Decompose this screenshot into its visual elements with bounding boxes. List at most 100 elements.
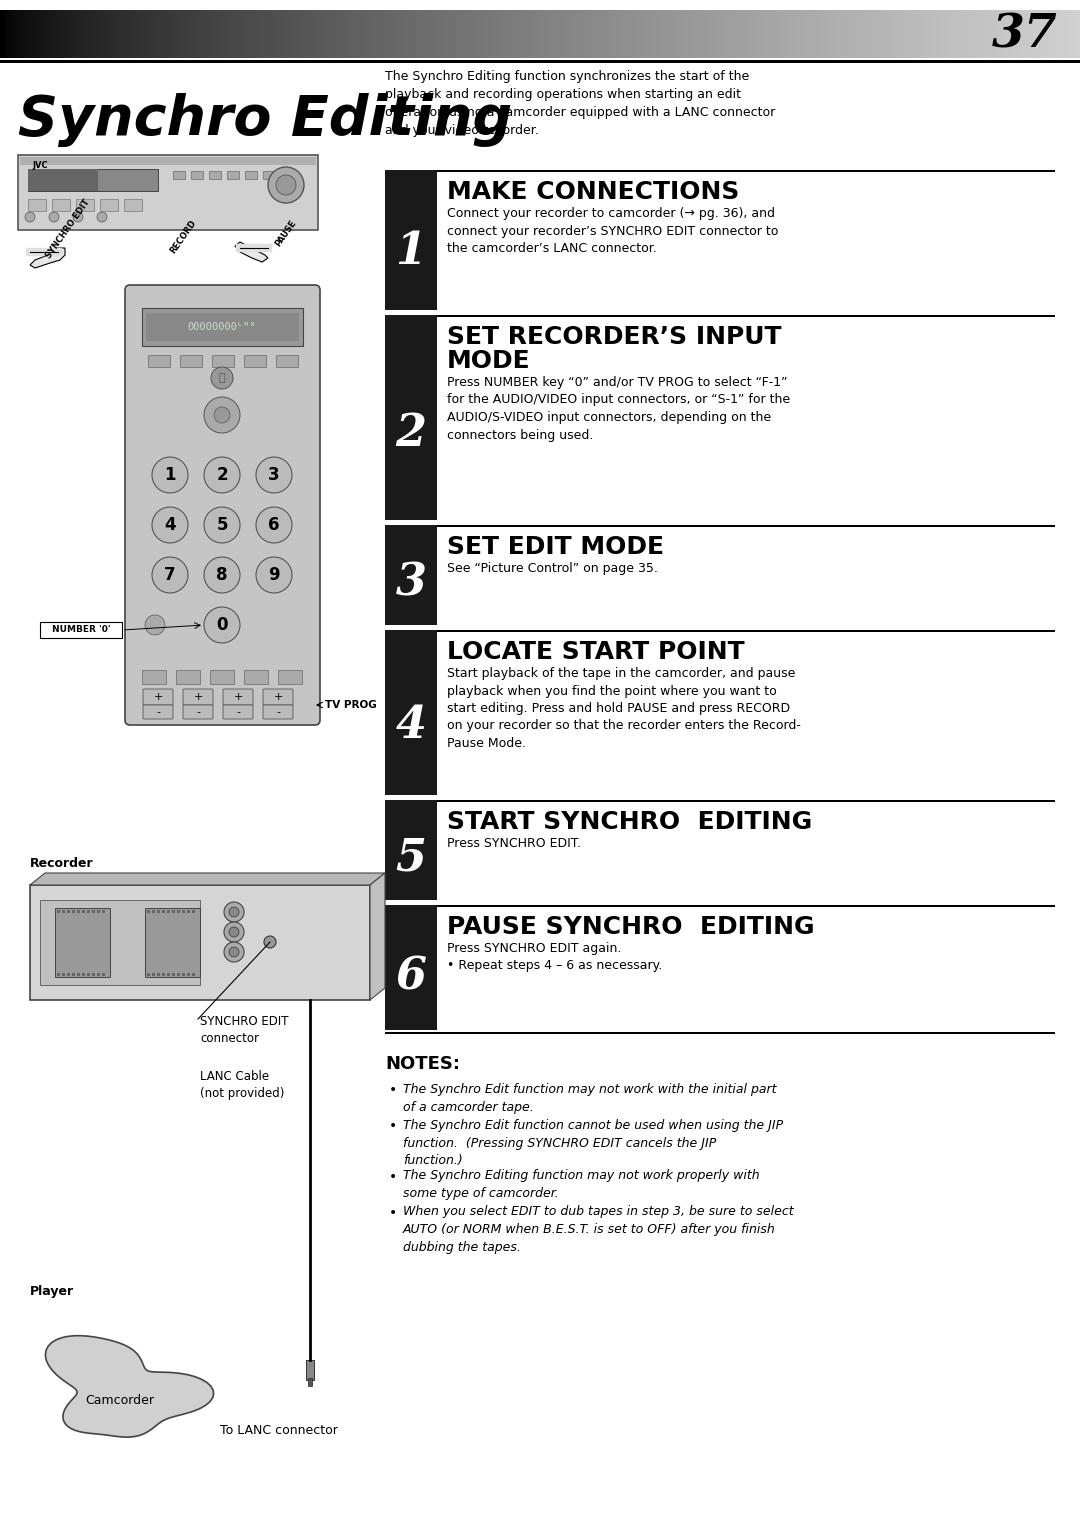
- Text: 7: 7: [164, 566, 176, 584]
- Text: Recorder: Recorder: [30, 858, 94, 870]
- Circle shape: [152, 557, 188, 594]
- Bar: [1018, 11, 1023, 58]
- Bar: [172, 974, 175, 977]
- Bar: [313, 11, 316, 58]
- Bar: [850, 11, 853, 58]
- Circle shape: [224, 922, 244, 942]
- Bar: [1004, 11, 1008, 58]
- Bar: [77, 909, 80, 913]
- Bar: [386, 11, 389, 58]
- Bar: [8, 11, 11, 58]
- Bar: [308, 1378, 312, 1386]
- Bar: [673, 11, 677, 58]
- Bar: [43, 11, 46, 58]
- Bar: [900, 11, 904, 58]
- Bar: [403, 11, 407, 58]
- Bar: [241, 11, 245, 58]
- Text: 3: 3: [268, 465, 280, 484]
- Bar: [152, 909, 156, 913]
- Bar: [1072, 11, 1077, 58]
- Circle shape: [229, 906, 239, 917]
- Text: 4: 4: [395, 703, 427, 748]
- Bar: [119, 11, 122, 58]
- Bar: [821, 11, 824, 58]
- Bar: [270, 11, 273, 58]
- Bar: [975, 11, 980, 58]
- Bar: [824, 11, 828, 58]
- Bar: [349, 11, 353, 58]
- Bar: [518, 11, 522, 58]
- Text: Connect your recorder to camcorder (→ pg. 36), and
connect your recorder’s SYNCH: Connect your recorder to camcorder (→ pg…: [447, 208, 779, 255]
- Bar: [907, 11, 910, 58]
- Bar: [583, 11, 586, 58]
- Bar: [867, 11, 872, 58]
- Bar: [980, 11, 983, 58]
- Bar: [384, 314, 1055, 317]
- Bar: [40, 11, 43, 58]
- Bar: [384, 525, 437, 626]
- Bar: [537, 11, 540, 58]
- Bar: [28, 169, 158, 191]
- Bar: [1001, 11, 1004, 58]
- Bar: [651, 11, 656, 58]
- Bar: [97, 974, 100, 977]
- Bar: [810, 11, 813, 58]
- Bar: [262, 11, 267, 58]
- Circle shape: [204, 397, 240, 433]
- Bar: [126, 11, 130, 58]
- Bar: [267, 11, 270, 58]
- Text: When you select EDIT to dub tapes in step 3, be sure to select
AUTO (or NORM whe: When you select EDIT to dub tapes in ste…: [403, 1206, 794, 1253]
- Bar: [807, 11, 810, 58]
- Bar: [576, 11, 580, 58]
- Bar: [32, 11, 36, 58]
- Circle shape: [224, 942, 244, 961]
- Bar: [529, 11, 532, 58]
- Bar: [543, 11, 548, 58]
- Text: •: •: [389, 1169, 397, 1184]
- Text: 5: 5: [395, 836, 427, 879]
- Bar: [40, 900, 200, 984]
- Bar: [28, 169, 98, 191]
- Text: -: -: [237, 707, 240, 717]
- Bar: [299, 11, 302, 58]
- Bar: [62, 974, 65, 977]
- Bar: [734, 11, 738, 58]
- Bar: [87, 974, 90, 977]
- Bar: [889, 11, 893, 58]
- Bar: [384, 630, 1055, 632]
- Bar: [281, 11, 284, 58]
- Bar: [802, 11, 807, 58]
- Bar: [500, 11, 504, 58]
- Bar: [198, 11, 202, 58]
- Bar: [210, 670, 234, 684]
- Text: •: •: [389, 1206, 397, 1219]
- Bar: [176, 11, 180, 58]
- Circle shape: [224, 902, 244, 922]
- Bar: [244, 356, 266, 366]
- Circle shape: [276, 175, 296, 195]
- Bar: [738, 11, 742, 58]
- Bar: [306, 1360, 314, 1380]
- Bar: [645, 11, 648, 58]
- Bar: [1015, 11, 1018, 58]
- Bar: [799, 11, 802, 58]
- Bar: [79, 11, 83, 58]
- Bar: [102, 909, 105, 913]
- Bar: [565, 11, 569, 58]
- Bar: [882, 11, 886, 58]
- Bar: [626, 11, 630, 58]
- Text: 2: 2: [216, 465, 228, 484]
- Bar: [227, 11, 230, 58]
- Bar: [504, 11, 508, 58]
- Bar: [602, 11, 605, 58]
- Bar: [1055, 11, 1058, 58]
- Text: ⏻: ⏻: [218, 372, 226, 383]
- FancyBboxPatch shape: [125, 285, 320, 725]
- Bar: [353, 11, 356, 58]
- Text: START SYNCHRO  EDITING: START SYNCHRO EDITING: [447, 810, 812, 835]
- Text: •: •: [389, 1119, 397, 1132]
- Bar: [278, 670, 302, 684]
- Bar: [295, 11, 299, 58]
- Bar: [457, 11, 461, 58]
- Bar: [14, 11, 18, 58]
